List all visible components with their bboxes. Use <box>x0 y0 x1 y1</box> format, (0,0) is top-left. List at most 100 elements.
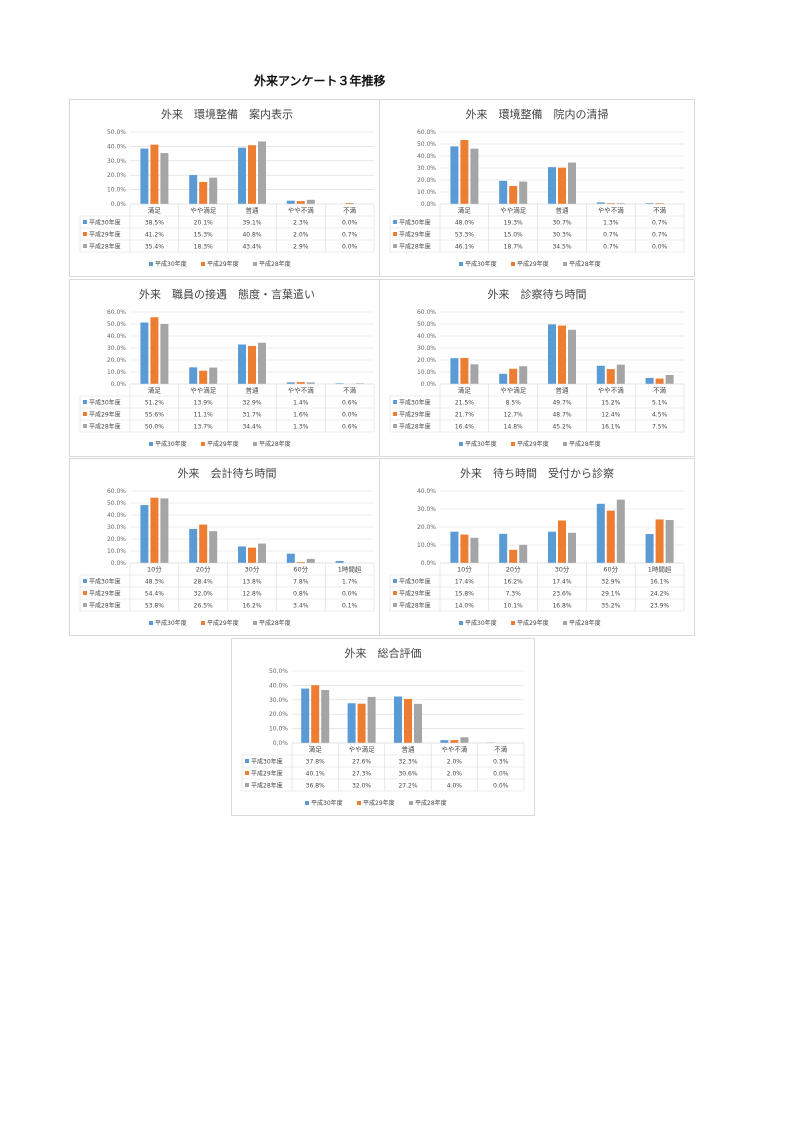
legend-label: 平成29年度 <box>363 799 395 807</box>
category-label: やや不満 <box>288 387 315 395</box>
legend-swatch <box>409 801 413 805</box>
data-label: 0.0% <box>342 244 358 251</box>
legend-key <box>245 759 249 763</box>
category-label: 普通 <box>556 206 570 215</box>
y-tick-label: 10.0% <box>417 369 436 376</box>
legend-swatch <box>201 442 205 446</box>
data-label: 20.1% <box>194 220 213 227</box>
y-tick-label: 10.0% <box>107 369 126 376</box>
category-label: 不満 <box>653 207 667 215</box>
series-name: 平成29年度 <box>89 231 121 239</box>
data-label: 1.3% <box>293 424 309 431</box>
chart-staff-manner: 外来 職員の接遇 態度・言葉遣い 0.0% 10.0% 20.0% 30.0% 40.0%… <box>69 279 385 457</box>
data-label: 2.0% <box>447 771 463 778</box>
bar <box>470 364 479 384</box>
bar <box>606 369 615 384</box>
bar <box>509 186 518 204</box>
data-label: 15.8% <box>455 591 474 598</box>
bar <box>568 162 576 204</box>
chart-title: 外来 職員の接遇 態度・言葉遣い <box>139 287 315 301</box>
data-label: 28.4% <box>194 579 213 586</box>
bar <box>499 373 508 384</box>
y-tick-label: 10.0% <box>269 726 288 733</box>
y-tick-label: 20.0% <box>417 177 436 184</box>
data-label: 32.0% <box>352 783 371 790</box>
data-label: 29.1% <box>601 591 620 598</box>
bar <box>248 145 256 204</box>
category-label: やや満足 <box>500 387 527 395</box>
data-label: 48.3% <box>145 579 164 586</box>
bar <box>450 531 459 563</box>
data-label: 34.5% <box>552 244 571 251</box>
data-label: 35.4% <box>145 244 164 251</box>
data-label: 16.4% <box>455 424 474 431</box>
y-tick-label: 10.0% <box>417 189 436 196</box>
chart-guide-signage: 外来 環境整備 案内表示 0.0% 10.0% 20.0% 30.0% 40.0% 50.0… <box>69 99 385 277</box>
y-tick-label: 10.0% <box>107 187 126 194</box>
legend-label: 平成29年度 <box>517 260 549 268</box>
data-label: 12.8% <box>242 591 261 598</box>
series-name: 平成30年度 <box>89 578 121 586</box>
legend-label: 平成30年度 <box>155 440 187 448</box>
legend-label: 平成30年度 <box>465 440 497 448</box>
legend-label: 平成30年度 <box>465 619 497 627</box>
bar <box>160 324 169 384</box>
data-label: 7.8% <box>293 579 309 586</box>
category-label: 不満 <box>343 207 357 215</box>
chart-title: 外来 環境整備 案内表示 <box>161 107 293 121</box>
data-label: 36.8% <box>306 783 325 790</box>
bar <box>519 544 528 563</box>
data-label: 23.6% <box>552 591 571 598</box>
y-tick-label: 30.0% <box>107 158 126 165</box>
y-tick-label: 0.0% <box>421 381 437 388</box>
series-name: 平成28年度 <box>399 423 431 431</box>
y-tick-label: 0.0% <box>421 560 437 567</box>
category-label: 普通 <box>402 745 416 754</box>
data-label: 53.3% <box>455 232 474 239</box>
data-label: 0.7% <box>652 232 668 239</box>
data-label: 1.3% <box>603 220 619 227</box>
data-label: 38.5% <box>145 220 164 227</box>
data-label: 0.1% <box>342 603 358 610</box>
y-tick-label: 0.0% <box>111 560 127 567</box>
y-tick-label: 60.0% <box>107 309 126 316</box>
series-name: 平成28年度 <box>89 602 121 610</box>
bar <box>296 201 305 204</box>
series-name: 平成30年度 <box>399 219 431 227</box>
data-label: 11.1% <box>194 412 213 419</box>
category-label: 20分 <box>196 565 211 574</box>
bar <box>286 382 295 384</box>
data-label: 50.0% <box>145 424 164 431</box>
data-label: 45.2% <box>552 424 571 431</box>
data-label: 0.0% <box>342 220 358 227</box>
bar <box>548 167 556 204</box>
data-label: 7.5% <box>652 424 668 431</box>
data-label: 26.5% <box>194 603 213 610</box>
y-tick-label: 50.0% <box>107 129 126 136</box>
bar <box>140 322 149 384</box>
category-label: やや満足 <box>190 207 217 215</box>
legend-label: 平成30年度 <box>155 619 187 627</box>
bar <box>568 329 576 384</box>
bar <box>548 531 556 563</box>
series-name: 平成30年度 <box>399 578 431 586</box>
legend-key <box>83 400 87 404</box>
bar <box>335 383 344 384</box>
chart-title: 外来 診察待ち時間 <box>488 287 587 301</box>
legend-key <box>393 591 397 595</box>
bar <box>238 546 246 563</box>
bar <box>286 200 295 204</box>
category-label: 20分 <box>506 565 521 574</box>
chart-exam-wait: 外来 診察待ち時間 0.0% 10.0% 20.0% 30.0% 40.0% 50.0% 60… <box>379 279 695 457</box>
category-label: やや不満 <box>441 746 468 754</box>
data-label: 48.7% <box>552 412 571 419</box>
data-label: 51.2% <box>145 400 164 407</box>
data-label: 0.7% <box>603 244 619 251</box>
bar <box>460 737 469 743</box>
data-label: 0.0% <box>342 412 358 419</box>
y-tick-label: 20.0% <box>417 357 436 364</box>
bar <box>296 562 305 563</box>
y-tick-label: 50.0% <box>107 321 126 328</box>
legend-swatch <box>149 442 153 446</box>
bar <box>345 202 354 204</box>
